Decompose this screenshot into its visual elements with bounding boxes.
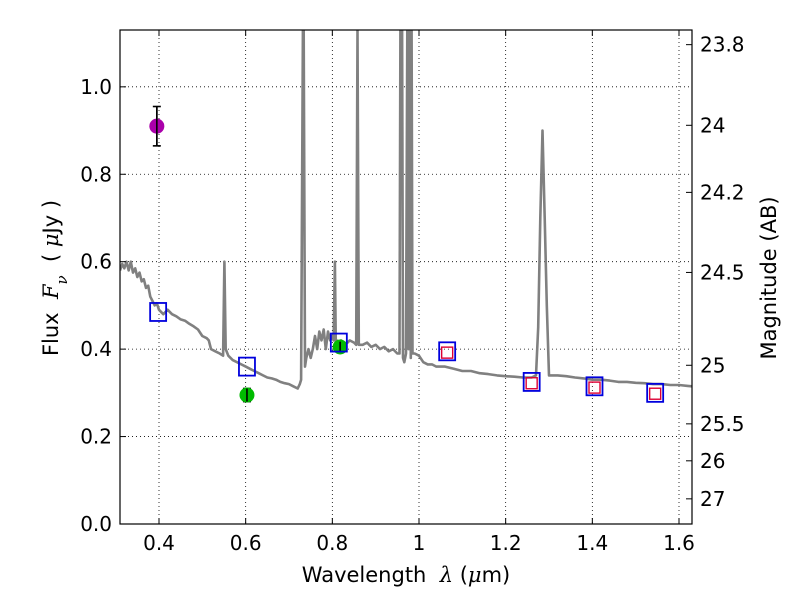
x-axis-symbol: λ: [439, 563, 453, 587]
magnitude-tick-label: 24.5: [700, 260, 745, 284]
y-tick-label: 1.0: [80, 75, 112, 99]
x-axis-label: Wavelength λ (μm): [302, 563, 510, 587]
fit-band-flux-marker: [440, 346, 454, 359]
model-band-flux-marker: [149, 302, 168, 322]
magnitude-tick-label: 25: [700, 353, 725, 377]
fit-band-flux-marker: [525, 377, 538, 390]
series-layer: [120, 30, 692, 403]
magnitude-tick-label: 25.5: [700, 412, 745, 436]
y-tick-label: 0.8: [80, 162, 112, 186]
y-tick-label: 0.4: [80, 337, 112, 361]
fit-band-flux-marker: [648, 387, 662, 400]
axis-ticks: 0.4 0.6 0.8 1 1.2 1.4 1.6 0.0 0.2 0.4 0.6 0.8 1.0 23.…: [80, 30, 745, 555]
x-axis-unit-rest: m): [482, 563, 511, 587]
y-axis-unit-open: (: [39, 247, 63, 275]
x-axis-label-prefix: Wavelength: [302, 563, 440, 587]
x-axis-unit-open: (: [453, 563, 468, 587]
fit-band-flux-marker: [588, 381, 601, 394]
x-tick-label: 0.8: [316, 531, 348, 555]
y-tick-label: 0.2: [80, 425, 112, 449]
y-tick-label: 0.6: [80, 250, 112, 274]
y-axis-unit-mu: μ: [39, 233, 63, 247]
y-axis-symbol-subscript: ν: [53, 275, 71, 284]
model-band-flux-marker: [329, 332, 348, 353]
y-axis-label: Flux Fν ( μJy ): [39, 200, 71, 356]
x-tick-label: 0.6: [230, 531, 262, 555]
x-tick-label: 1.4: [576, 531, 608, 555]
secondary-y-axis-label: Magnitude (AB): [757, 196, 781, 359]
magnitude-tick-label: 27: [700, 487, 725, 511]
model-band-flux-marker: [238, 356, 256, 377]
model-spectrum-line: [120, 30, 692, 390]
model-band-flux-marker: [646, 382, 665, 403]
magnitude-tick-label: 23.8: [700, 33, 745, 57]
magnitude-tick-label: 26: [700, 449, 725, 473]
data-marks: [120, 30, 692, 403]
x-tick-label: 1.6: [663, 531, 695, 555]
y-axis-label-prefix: Flux: [39, 299, 63, 356]
model-band-flux-marker: [522, 372, 541, 392]
y-tick-label: 0.0: [80, 512, 112, 536]
y-axis-symbol: F: [39, 283, 63, 300]
magnitude-tick-label: 24: [700, 113, 725, 137]
x-tick-label: 1.2: [490, 531, 522, 555]
magnitude-tick-label: 24.2: [700, 180, 745, 204]
x-tick-label: 1: [413, 531, 426, 555]
model-band-flux-marker: [438, 341, 457, 362]
model-band-flux-marker: [585, 376, 604, 397]
x-axis-unit-mu: μ: [468, 563, 482, 587]
x-tick-label: 0.4: [143, 531, 175, 555]
y-axis-unit-rest: Jy ): [39, 200, 63, 236]
plot-frame: [119, 29, 693, 525]
